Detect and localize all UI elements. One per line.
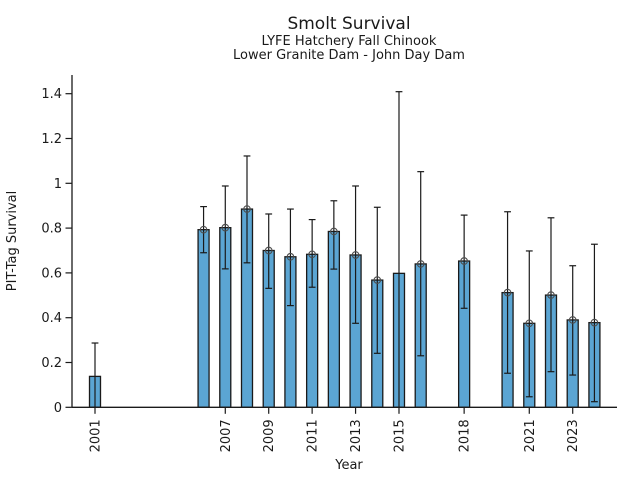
point-marker-2013 — [351, 251, 360, 259]
y-tick-label-1: 1 — [54, 177, 62, 192]
point-marker-2021 — [525, 319, 534, 328]
x-tick-label-2013: 2013 — [349, 419, 364, 452]
chart-subtitle-line2: Lower Granite Dam - John Day Dam — [233, 48, 465, 63]
point-marker-2014 — [373, 276, 382, 284]
x-tick-label-2021: 2021 — [523, 419, 538, 452]
y-tick-label-0.8: 0.8 — [41, 222, 62, 237]
x-tick-label-2009: 2009 — [262, 419, 277, 452]
x-tick-label-2001: 2001 — [89, 419, 104, 452]
axes-group — [71, 75, 617, 408]
point-marker-2018 — [460, 257, 468, 265]
y-tick-label-0: 0 — [54, 401, 62, 416]
x-tick-label-2011: 2011 — [306, 419, 321, 452]
y-tick-label-1.2: 1.2 — [41, 132, 62, 147]
x-axis-label: Year — [334, 458, 363, 473]
point-marker-2020 — [503, 288, 512, 297]
bar-2006 — [197, 229, 210, 408]
point-marker-2010 — [286, 252, 295, 261]
chart-subtitle-line1: LYFE Hatchery Fall Chinook — [262, 34, 437, 49]
point-marker-2023 — [568, 316, 577, 324]
y-tick-label-0.2: 0.2 — [41, 356, 62, 371]
error-bars-group — [91, 91, 599, 408]
x-tick-label-2018: 2018 — [458, 419, 473, 452]
bars-group — [88, 208, 601, 408]
point-marker-2024 — [590, 318, 599, 327]
x-ticks-group: 2001 2007 2009 2011 2013 2015 2018 2021 2023 — [89, 407, 581, 452]
x-tick-label-2023: 2023 — [566, 419, 581, 452]
y-ticks-group: 0 0.2 0.4 0.6 0.8 1 1.2 1.4 — [41, 87, 72, 416]
point-marker-2022 — [547, 291, 555, 299]
y-tick-label-0.4: 0.4 — [41, 311, 62, 326]
point-marker-2006 — [199, 225, 208, 234]
point-marker-2012 — [330, 227, 338, 236]
y-axis-label: PIT-Tag Survival — [5, 191, 20, 291]
x-tick-label-2007: 2007 — [219, 419, 234, 452]
y-tick-label-0.6: 0.6 — [41, 266, 62, 281]
point-marker-2007 — [221, 223, 230, 232]
point-marker-2009 — [264, 246, 273, 255]
x-tick-label-2015: 2015 — [392, 419, 407, 452]
point-marker-2008 — [243, 205, 251, 213]
point-marker-2011 — [308, 250, 316, 259]
point-marker-2016 — [416, 260, 425, 268]
chart-title: Smolt Survival — [287, 14, 410, 34]
y-tick-label-1.4: 1.4 — [41, 87, 62, 102]
